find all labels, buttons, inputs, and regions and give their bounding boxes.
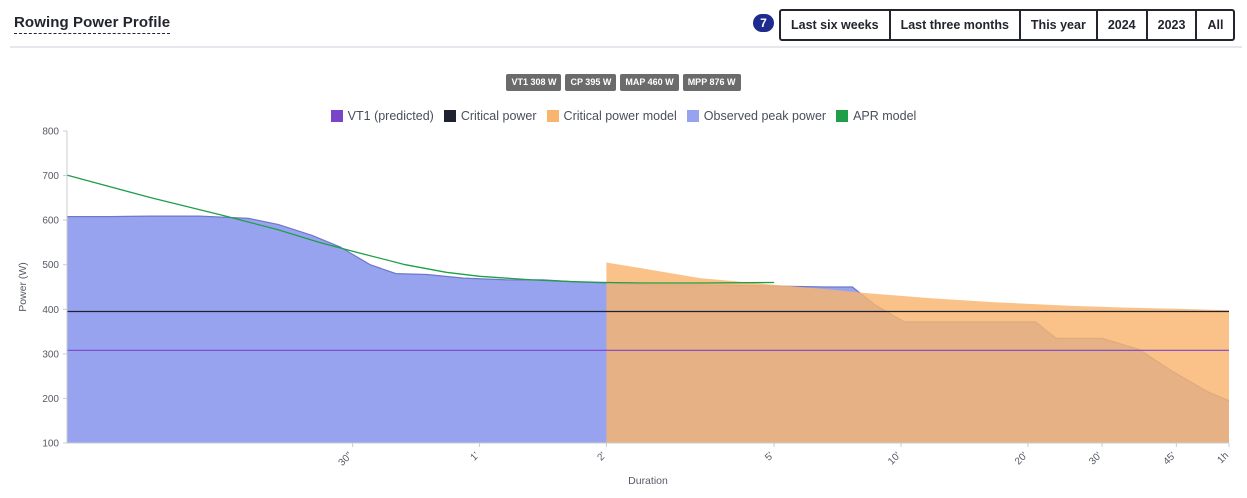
legend-item-apr-model[interactable]: APR model [836,107,916,125]
range-last-six-weeks-button[interactable]: Last six weeks [779,9,891,41]
header: Rowing Power Profile 7 Last six weeks La… [0,0,1247,48]
y-tick-label: 100 [42,439,59,450]
count-badge: 7 [753,14,774,32]
legend-swatch-critical-power [443,110,456,122]
legend-label-critical-power: Critical power [460,109,537,123]
apr-model-line [66,174,775,284]
x-tick-label: 30' [1087,450,1104,467]
legend-label-observed-peak-power: Observed peak power [703,109,827,123]
x-tick-label: 45' [1161,450,1178,467]
x-axis-title: Duration [628,475,668,487]
legend-swatch-critical-power-model [546,110,559,122]
y-tick-label: 500 [42,260,59,271]
legend-item-observed-peak-power[interactable]: Observed peak power [686,107,827,125]
legend-swatch-observed-peak-power [686,110,699,122]
summary-chips: VT1 308 W CP 395 W MAP 460 W MPP 876 W [0,74,1247,91]
x-tick-label: 1' [469,450,482,463]
legend-swatch-apr-model [836,110,849,122]
y-tick-label: 700 [42,171,59,182]
x-tick-label: 10' [886,450,903,467]
x-tick-label: 5' [763,450,776,463]
cp-chip: CP 395 W [565,74,617,91]
range-all-button[interactable]: All [1195,9,1236,41]
legend-label-vt1: VT1 (predicted) [347,109,434,123]
time-range-selector: Last six weeks Last three months This ye… [779,9,1236,41]
critical-power-model-area [606,262,1229,443]
y-tick-label: 200 [42,394,59,405]
x-tick-label: 30" [337,450,355,468]
x-tick-label: 1h [1215,450,1231,466]
range-this-year-button[interactable]: This year [1018,9,1098,41]
map-chip: MAP 460 W [620,74,679,91]
x-tick-label: 2' [595,450,608,463]
legend-label-critical-power-model: Critical power model [563,109,677,123]
legend-item-critical-power-model[interactable]: Critical power model [546,107,677,125]
range-2023-button[interactable]: 2023 [1145,9,1198,41]
range-2024-button[interactable]: 2024 [1095,9,1148,41]
page-title: Rowing Power Profile [14,14,171,34]
y-tick-label: 300 [42,349,59,360]
y-axis-title: Power (W) [17,262,29,312]
chart-legend: VT1 (predicted) Critical power Critical … [0,107,1247,125]
vt1-chip: VT1 308 W [506,74,562,91]
legend-label-apr-model: APR model [853,109,917,123]
header-divider [10,46,1242,48]
y-tick-label: 600 [42,216,59,227]
legend-item-critical-power[interactable]: Critical power [443,107,537,125]
y-tick-label: 800 [42,127,59,138]
legend-item-vt1[interactable]: VT1 (predicted) [330,107,434,125]
x-tick-label: 20' [1013,450,1030,467]
y-tick-label: 400 [42,305,59,316]
legend-swatch-vt1 [330,110,343,122]
mpp-chip: MPP 876 W [682,74,741,91]
